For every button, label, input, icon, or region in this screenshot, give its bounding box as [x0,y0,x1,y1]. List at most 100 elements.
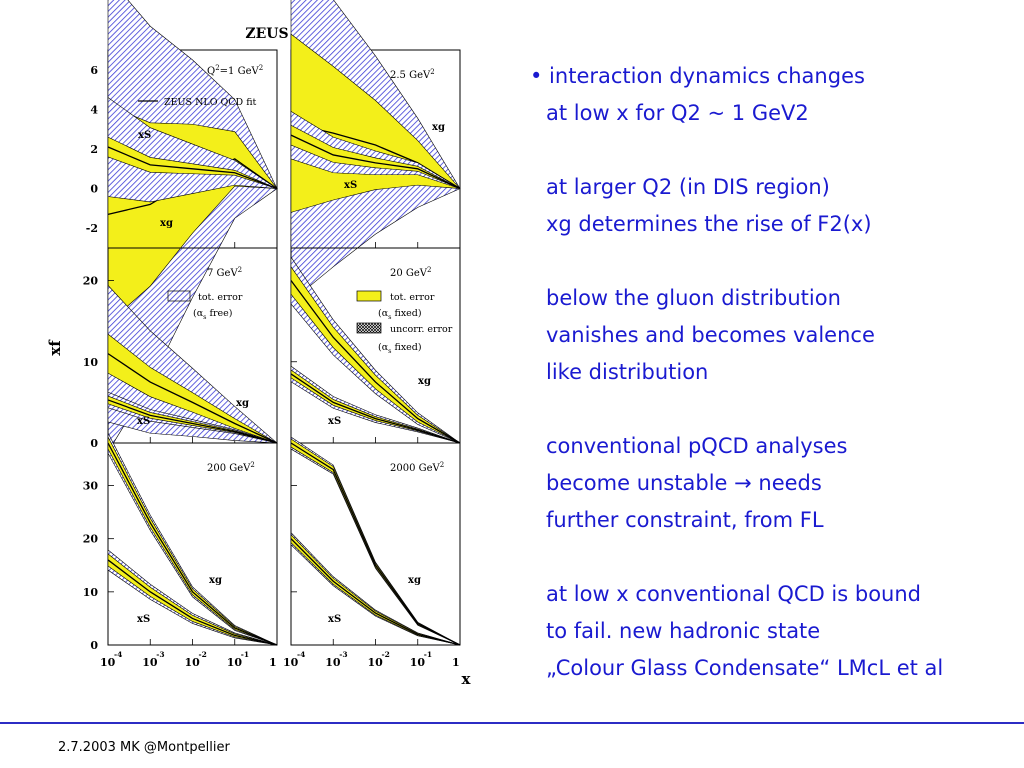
bullet-gap [530,243,1010,280]
panel-label-part: 2 [259,64,263,72]
curve-xs [290,134,461,190]
panel-q2-label: 20 GeV2 [390,266,432,279]
bullet-line-5: xg determines the rise of F2(x) [546,212,872,236]
x-tick-exponent: -1 [424,650,432,659]
curve-label-xg: xg [160,218,173,229]
error-band-xs [290,531,461,646]
bullet-gap [530,391,1010,428]
error-band-xg [290,256,461,444]
y-tick-label: 30 [83,480,99,493]
curve-xs [290,538,461,646]
bullet-line-8: vanishes and becomes valence [546,323,875,347]
bullet-line-13: further constraint, from FL [546,508,824,532]
x-tick-exponent: -4 [114,650,122,659]
bullet-line-12: become unstable → needs [546,471,822,495]
legend-fixed-alpha1: (α [378,308,389,319]
y-tick-label: 4 [90,103,98,116]
legend-fixed-alpha-line2: (αs fixed) [378,342,422,355]
curve-label-xg: xg [236,398,249,409]
curve-xg [107,353,278,444]
x-tick-label: 10 [283,656,299,669]
legend-free-swatch [167,290,191,302]
bullet-line-16: to fail. new hadronic state [546,619,821,643]
y-tick-label: 10 [83,586,99,599]
y-tick-label: 20 [83,275,99,288]
legend-fixed-tot: tot. error [390,292,435,303]
error-band-xg [107,284,278,444]
yellow-band-xg [107,436,278,646]
panel-label-part: 2 [430,68,434,76]
bullet-line-9: like distribution [546,360,709,384]
panel-label-part: 2000 GeV [390,463,441,474]
x-tick-exponent: -3 [156,650,164,659]
legend-fixed-alpha2: (α [378,342,389,353]
x-tick-label: 1 [452,656,460,669]
panel-label-part: 2.5 GeV [390,70,431,81]
curve-xs [290,373,461,444]
curve-xs [107,399,278,444]
x-tick-label: 10 [185,656,201,669]
bullet-line-15: at low x conventional QCD is bound [546,582,921,606]
yellow-band-xs [107,553,278,646]
curve-label-xg: xg [209,575,222,586]
yellow-band-xs [107,136,278,189]
legend-uncorr-label: uncorr. error [390,324,453,335]
y-tick-label: 0 [90,639,98,652]
y-tick-label: 0 [90,183,98,196]
curve-label-xg: xg [432,122,445,133]
panel-label-part: 7 GeV [207,268,238,279]
legend-free-sub: s [203,313,206,321]
y-tick-label: -2 [86,222,98,235]
x-tick-label: 10 [410,656,426,669]
legend-fixed-alpha-line1: (αs fixed) [378,308,422,321]
x-tick-label: 10 [227,656,243,669]
x-axis-label: x [462,670,472,688]
error-band-xs [107,391,278,444]
legend-fixed-sub2: s [388,347,391,355]
bullet-line-11: conventional pQCD analyses [546,434,848,458]
panel-label-part: 200 GeV [207,463,251,474]
x-tick-exponent: -4 [297,650,305,659]
legend-free-alpha-line: (αs free) [193,308,233,321]
legend-fixed-swatch [356,290,382,302]
x-tick-exponent: -1 [241,650,249,659]
panel-label-part: 2 [427,266,431,274]
legend-fixed-suffix2: fixed) [391,342,421,353]
footer-rule [0,722,1024,724]
bullet-gap [530,132,1010,169]
panel-label-part: =1 GeV [220,66,260,77]
curve-label-xg: xg [418,376,431,387]
legend-fixed-sub1: s [388,313,391,321]
y-axis-label: xf [46,339,64,356]
bullet-line-17: „Colour Glass Condensate“ LMcL et al [546,656,944,680]
panel-q2-label: 7 GeV2 [207,266,242,279]
bullet-line-7: below the gluon distribution [546,286,841,310]
x-tick-label: 10 [325,656,341,669]
panel-label-part: 2 [440,461,444,469]
curve-label-xs: xS [137,416,150,427]
curve-label-xs: xS [344,180,357,191]
error-band-xs [107,96,279,203]
curve-label-xs: xS [137,614,150,625]
y-tick-label: 10 [83,356,99,369]
x-tick-label: 10 [142,656,158,669]
yellow-band-xs [290,533,461,646]
curve-label-xs: xS [138,130,151,141]
bullet-line-2: at low x for Q2 ~ 1 GeV2 [546,101,809,125]
x-tick-label: 10 [100,656,116,669]
x-tick-label: 10 [368,656,384,669]
footer-text: 2.7.2003 MK @Montpellier [58,740,230,755]
legend-fit-label: ZEUS NLO QCD fit [164,97,257,108]
y-tick-label: 20 [83,533,99,546]
panel-label-part: Q [207,66,215,77]
legend-fixed-suffix1: fixed) [391,308,421,319]
panel-q2-label: 200 GeV2 [207,461,255,474]
panel-q2-label: 2.5 GeV2 [390,68,435,81]
curve-xg [290,280,461,444]
panel-q2-label: Q2=1 GeV2 [207,64,263,77]
panel-q2-label: 2000 GeV2 [390,461,444,474]
panel-label-part: 2 [215,64,219,72]
bullet-line-4: at larger Q2 (in DIS region) [546,175,830,199]
